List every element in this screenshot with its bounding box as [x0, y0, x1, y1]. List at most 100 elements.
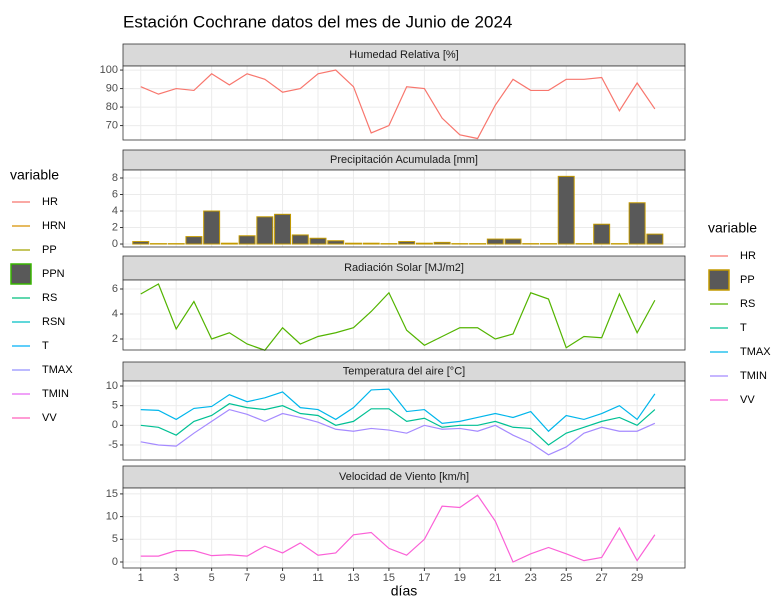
- legend-label: TMIN: [740, 370, 767, 382]
- y-tick-label: 0: [112, 556, 118, 568]
- legend-label: HR: [42, 196, 58, 208]
- bar: [256, 216, 274, 245]
- line: [140, 388, 656, 433]
- strip-title: Radiación Solar [MJ/m2]: [344, 262, 464, 274]
- bar: [220, 242, 238, 245]
- legend-label: HR: [740, 250, 756, 262]
- x-tick-label: 25: [560, 572, 572, 584]
- y-tick-label: 4: [112, 308, 118, 320]
- bar: [504, 238, 522, 245]
- bar: [274, 213, 292, 245]
- legend-title: variable: [10, 167, 59, 183]
- line: [140, 494, 656, 563]
- legend-label: TMIN: [42, 388, 69, 400]
- bar: [327, 240, 345, 245]
- bar: [415, 242, 433, 245]
- x-tick-label: 9: [279, 572, 285, 584]
- panel-border: [122, 65, 686, 141]
- y-tick-label: -5: [108, 439, 118, 451]
- x-tick-label: 29: [631, 572, 643, 584]
- y-tick-label: 5: [112, 533, 118, 545]
- legend-label: RS: [42, 292, 57, 304]
- x-tick-label: 21: [489, 572, 501, 584]
- strip-title: Velocidad de Viento [km/h]: [339, 471, 469, 483]
- x-tick-label: 17: [418, 572, 430, 584]
- legend-label: VV: [42, 412, 57, 424]
- x-tick-label: 27: [596, 572, 608, 584]
- x-tick-label: 19: [454, 572, 466, 584]
- legend-label: TMAX: [42, 364, 73, 376]
- x-tick-label: 11: [312, 572, 323, 584]
- panel-border: [122, 279, 686, 351]
- bar: [362, 242, 380, 245]
- bar: [185, 236, 203, 245]
- y-tick-label: 6: [112, 188, 118, 200]
- bar: [398, 241, 416, 245]
- chart-title: Estación Cochrane datos del mes de Junio…: [123, 12, 512, 31]
- legend-key: [708, 269, 730, 291]
- panel: [123, 280, 685, 350]
- y-tick-label: 100: [100, 64, 118, 76]
- line: [140, 403, 656, 446]
- y-tick-label: 0: [112, 238, 118, 250]
- legend-label: RS: [740, 298, 755, 310]
- x-tick-label: 3: [173, 572, 179, 584]
- bar: [203, 210, 221, 245]
- line: [140, 283, 656, 351]
- x-tick-label: 23: [525, 572, 537, 584]
- y-tick-label: 8: [112, 172, 118, 184]
- y-tick-label: 90: [106, 82, 118, 94]
- bar: [646, 233, 664, 245]
- bar: [344, 242, 362, 245]
- bar: [628, 202, 646, 245]
- y-tick-label: 2: [112, 333, 118, 345]
- line: [140, 408, 656, 456]
- bar: [593, 223, 611, 245]
- y-tick-label: 15: [106, 488, 118, 500]
- x-tick-label: 15: [383, 572, 395, 584]
- legend-label: VV: [740, 394, 755, 406]
- x-tick-label: 13: [347, 572, 359, 584]
- x-tick-label: 5: [209, 572, 215, 584]
- legend-title: variable: [708, 220, 757, 236]
- legend-label: HRN: [42, 220, 66, 232]
- y-tick-label: 0: [112, 419, 118, 431]
- bar: [309, 237, 327, 245]
- bar: [557, 175, 575, 245]
- panel-border: [122, 169, 686, 248]
- y-tick-label: 4: [112, 205, 118, 217]
- legend-label: RSN: [42, 316, 65, 328]
- legend-label: PP: [740, 274, 755, 286]
- bar: [291, 234, 309, 245]
- bar: [486, 238, 504, 245]
- legend-label: T: [42, 340, 49, 352]
- x-tick-label: 1: [138, 572, 144, 584]
- panel: [123, 381, 685, 460]
- panel: [123, 488, 685, 568]
- legend-label: PP: [42, 244, 57, 256]
- line: [140, 69, 656, 140]
- y-tick-label: 2: [112, 221, 118, 233]
- strip-title: Precipitación Acumulada [mm]: [330, 154, 478, 166]
- x-tick-label: 7: [244, 572, 250, 584]
- y-tick-label: 70: [106, 119, 118, 131]
- bar: [433, 241, 451, 245]
- y-tick-label: 10: [106, 511, 118, 523]
- y-tick-label: 6: [112, 283, 118, 295]
- legend-label: PPN: [42, 268, 65, 280]
- strip: [122, 255, 686, 281]
- strip-title: Temperatura del aire [°C]: [343, 365, 465, 377]
- y-tick-label: 80: [106, 101, 118, 113]
- legend-label: TMAX: [740, 346, 771, 358]
- panel-border: [122, 487, 686, 569]
- legend-label: T: [740, 322, 747, 334]
- y-tick-label: 10: [106, 380, 118, 392]
- x-axis-label: días: [391, 583, 417, 598]
- bar: [238, 235, 256, 245]
- strip-title: Humedad Relativa [%]: [349, 49, 458, 61]
- panel-border: [122, 380, 686, 461]
- bar: [132, 241, 150, 245]
- legend-key: [10, 263, 32, 285]
- y-tick-label: 5: [112, 400, 118, 412]
